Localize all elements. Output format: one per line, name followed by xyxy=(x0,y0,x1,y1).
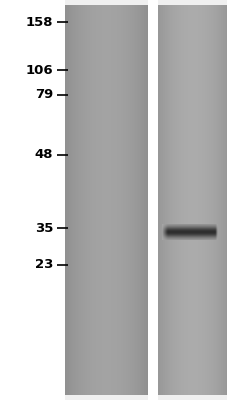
Text: 48: 48 xyxy=(34,148,53,162)
Text: 35: 35 xyxy=(35,222,53,234)
Text: 79: 79 xyxy=(35,88,53,102)
Bar xyxy=(147,0,157,400)
Text: 106: 106 xyxy=(25,64,53,76)
Bar xyxy=(0,0,65,400)
Text: 23: 23 xyxy=(35,258,53,272)
Text: 158: 158 xyxy=(25,16,53,28)
